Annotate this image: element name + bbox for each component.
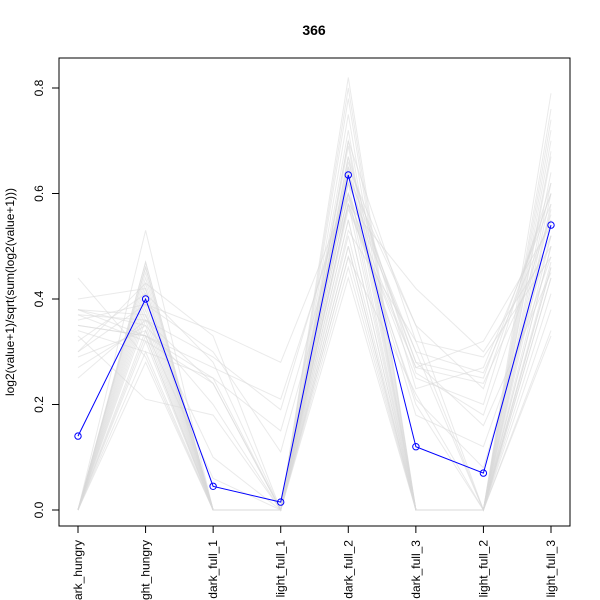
data-point-light_full_3: [547, 221, 555, 229]
background-series-line-31: [77, 170, 552, 512]
y-tick-label-1: 0.2: [32, 396, 46, 413]
background-series-group: [77, 77, 552, 512]
y-tick-label-0: 0.0: [32, 501, 46, 518]
x-tick-label-dark_full_1: dark_full_1: [206, 540, 220, 599]
data-point-dark_full_1: [209, 482, 217, 490]
y-tick-label-4: 0.8: [32, 79, 46, 96]
x-tick-label-light_full_1: light_full_1: [274, 540, 288, 598]
background-series-line-34: [77, 255, 552, 512]
x-tick-label-light_full_2: light_full_2: [476, 540, 490, 598]
y-axis: 0.0 0.2 0.4 0.6 0.8: [32, 79, 59, 518]
x-tick-label-dark_full_3: dark_full_3: [409, 540, 423, 599]
data-point-dark_full_2: [344, 171, 352, 179]
x-tick-label-dark_full_2: dark_full_2: [341, 540, 355, 599]
x-tick-label-light_full_3: light_full_3: [544, 540, 558, 598]
plot-frame: [58, 57, 571, 527]
background-series-line-36: [77, 161, 552, 512]
background-series-line-33: [77, 176, 552, 511]
data-point-light_full_2: [479, 469, 488, 477]
background-series-line-27: [77, 192, 552, 512]
data-point-light_hungry: [141, 295, 150, 303]
data-point-dark_hungry: [74, 432, 82, 440]
data-point-light_full_1: [277, 498, 285, 506]
y-tick-label-2: 0.4: [32, 290, 46, 307]
background-series-line-28: [77, 202, 552, 512]
background-series-line-32: [77, 197, 552, 432]
chart-title: 366: [302, 22, 326, 38]
main-series-group: [74, 171, 555, 506]
y-axis-label: log2(value+1)/sqrt(sum(log2(value+1))): [3, 188, 17, 396]
x-tick-label-light_hungry: light_hungry: [139, 540, 153, 600]
background-series-line-22: [77, 181, 552, 512]
background-series-line-3: [77, 114, 552, 511]
main-series-line: [77, 174, 552, 503]
background-series-line-37: [77, 202, 552, 469]
background-series-line-20: [77, 138, 552, 512]
background-series-line-25: [77, 229, 552, 512]
x-axis: dark_hungry light_hungry dark_full_1 light_…: [71, 526, 558, 600]
x-tick-label-dark_hungry: dark_hungry: [71, 540, 85, 600]
background-series-line-35: [77, 191, 552, 511]
data-point-dark_full_3: [412, 443, 420, 451]
y-tick-label-3: 0.6: [32, 185, 46, 202]
